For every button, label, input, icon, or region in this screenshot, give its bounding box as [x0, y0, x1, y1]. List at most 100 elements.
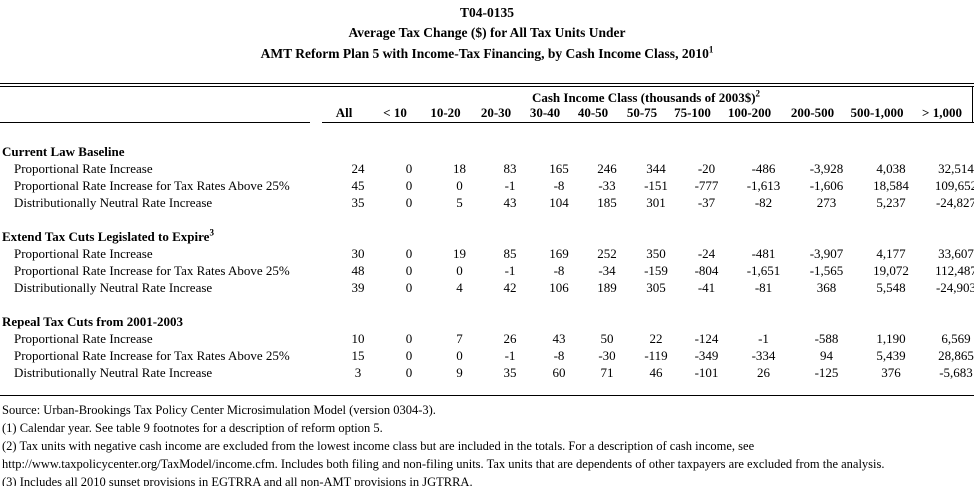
table-cell: 185: [597, 195, 617, 210]
section-header-row: Current Law Baseline: [0, 143, 974, 160]
table-cell: 50: [600, 331, 614, 346]
table-row: Distributionally Neutral Rate Increase 35…: [0, 194, 974, 211]
table-cell: -804: [694, 263, 719, 278]
table-cell: 169: [549, 246, 569, 261]
table-cell: 5,237: [876, 195, 906, 210]
table-cell: 24: [351, 161, 365, 176]
footnotes-block: Source: Urban-Brookings Tax Policy Cente…: [2, 401, 974, 486]
table-cell: 85: [503, 246, 517, 261]
table-cell: 6,569: [941, 331, 971, 346]
table-cell: -1: [504, 348, 516, 363]
table-row: Distributionally Neutral Rate Increase 3 0…: [0, 364, 974, 381]
footnote-line: (1) Calendar year. See table 9 footnotes…: [2, 421, 383, 435]
table-cell: -8: [553, 178, 565, 193]
right-edge-rule: [972, 86, 973, 123]
column-group-header: Cash Income Class (thousands of 2003$)2: [318, 88, 974, 105]
table-cell: 43: [503, 195, 517, 210]
table-cell: -1: [504, 263, 516, 278]
table-body: Current Law Baseline Proportional Rate In…: [0, 127, 974, 381]
table-cell: 60: [552, 365, 566, 380]
table-number: T04-0135: [460, 5, 514, 20]
table-cell: -3,928: [809, 161, 844, 176]
top-double-rule: [0, 83, 974, 87]
section-header-text: Extend Tax Cuts Legislated to Expire: [2, 229, 210, 244]
table-cell: 189: [597, 280, 617, 295]
column-header-40-50: 40-50: [577, 105, 609, 120]
table-row: Proportional Rate Increase for Tax Rates…: [0, 177, 974, 194]
row-label: Proportional Rate Increase: [14, 246, 153, 261]
table-cell: -588: [814, 331, 839, 346]
table-cell: 5,439: [876, 348, 906, 363]
column-header-30-40: 30-40: [529, 105, 561, 120]
table-cell: -5,683: [939, 365, 973, 380]
table-cell: -34: [598, 263, 616, 278]
table-cell: -481: [751, 246, 776, 261]
table-cell: -81: [754, 280, 773, 295]
footnote-line: (2) Tax units with negative cash income …: [2, 439, 755, 453]
table-cell: 344: [646, 161, 666, 176]
footnote-line: Source: Urban-Brookings Tax Policy Cente…: [2, 403, 436, 417]
footnote-marker-2: 2: [755, 88, 761, 99]
table-cell: -24: [697, 246, 716, 261]
bottom-rule: [0, 395, 974, 396]
table-cell: 0: [405, 246, 413, 261]
table-cell: 252: [597, 246, 617, 261]
table-cell: -486: [751, 161, 776, 176]
table-cell: 5,548: [876, 280, 906, 295]
section-header: Extend Tax Cuts Legislated to Expire3: [0, 228, 320, 245]
table-cell: 35: [503, 365, 517, 380]
table-cell: -334: [751, 348, 776, 363]
table-cell: 104: [549, 195, 569, 210]
table-cell: -1,565: [809, 263, 844, 278]
table-cell: 19: [453, 246, 466, 261]
table-cell: 273: [816, 195, 837, 210]
table-cell: 112,487: [935, 263, 974, 278]
table-cell: 0: [456, 178, 463, 193]
column-header-200-500: 200-500: [790, 105, 835, 120]
table-cell: 0: [405, 365, 413, 380]
column-header-500-1-000: 500-1,000: [850, 105, 904, 120]
table-cell: 1,190: [876, 331, 906, 346]
table-cell: 42: [503, 280, 517, 295]
table-row: Proportional Rate Increase 30 0 19 85 169 252 3…: [0, 245, 974, 262]
table-cell: 0: [456, 263, 463, 278]
table-cell: 368: [816, 280, 837, 295]
table-cell: -30: [598, 348, 616, 363]
table-cell: 32,514: [938, 161, 974, 176]
table-cell: 5: [456, 195, 463, 210]
table-cell: -33: [598, 178, 616, 193]
table-cell: -20: [697, 161, 716, 176]
table-cell: 246: [597, 161, 617, 176]
table-cell: 9: [456, 365, 463, 380]
table-row: Proportional Rate Increase 10 0 7 26 43 50 22 -1…: [0, 330, 974, 347]
table-subtitle-text: AMT Reform Plan 5 with Income-Tax Financ…: [260, 46, 709, 61]
table-cell: 18: [453, 161, 466, 176]
table-cell: 83: [503, 161, 517, 176]
column-header-75-100: 75-100: [674, 105, 711, 120]
column-header--10: < 10: [383, 105, 407, 120]
section-header-text: Repeal Tax Cuts from 2001-2003: [2, 314, 184, 329]
column-group-header-text: Cash Income Class (thousands of 2003$): [531, 90, 756, 105]
table-row: Proportional Rate Increase for Tax Rates…: [0, 347, 974, 364]
table-cell: 46: [649, 365, 663, 380]
table-cell: 45: [351, 178, 365, 193]
row-label: Distributionally Neutral Rate Increase: [14, 365, 213, 380]
table-cell: 106: [549, 280, 569, 295]
table-cell: 43: [552, 331, 566, 346]
table-cell: -1,613: [746, 178, 781, 193]
table-cell: -101: [694, 365, 719, 380]
table-cell: 28,865: [938, 348, 974, 363]
table-cell: 7: [456, 331, 463, 346]
table-cell: 26: [503, 331, 517, 346]
table-cell: -24,827: [935, 195, 974, 210]
table-cell: -125: [814, 365, 839, 380]
table-cell: 4: [456, 280, 463, 295]
table-cell: -41: [697, 280, 716, 295]
row-label: Proportional Rate Increase for Tax Rates…: [14, 348, 290, 363]
table-cell: 26: [757, 365, 770, 380]
table-cell: 376: [881, 365, 901, 380]
column-header--1-000: > 1,000: [922, 105, 962, 120]
table-cell: 0: [405, 280, 413, 295]
table-cell: -1,606: [809, 178, 844, 193]
